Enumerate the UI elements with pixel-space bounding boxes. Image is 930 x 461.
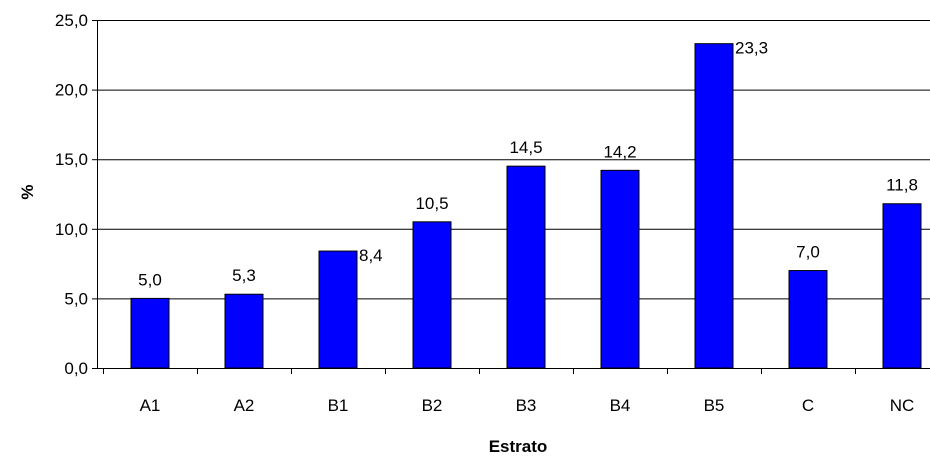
labels: 0,0 5,0 10,0 15,0 20,0 25,0 A1 5,0 A2 5,3 B1 8,4 B2 1… (55, 11, 918, 415)
x-tick-label: A1 (140, 396, 161, 415)
y-tick-label: 10,0 (55, 220, 88, 239)
x-axis-title: Estrato (489, 437, 548, 456)
data-label: 5,0 (138, 270, 162, 289)
data-label: 10,5 (415, 194, 448, 213)
x-tick-label: C (802, 396, 814, 415)
x-tick-label: B2 (422, 396, 443, 415)
bar-c (788, 270, 828, 369)
bar-b1 (318, 250, 358, 369)
bars (130, 43, 922, 369)
data-label: 8,4 (359, 246, 383, 265)
bar-a1 (130, 297, 170, 369)
bar-b2 (412, 221, 452, 369)
data-label: 5,3 (232, 266, 256, 285)
axes (92, 20, 930, 374)
y-axis-title: % (18, 184, 37, 199)
data-label: 14,5 (509, 138, 542, 157)
bar-b5 (694, 43, 734, 369)
y-tick-label: 15,0 (55, 150, 88, 169)
y-tick-label: 0,0 (64, 359, 88, 378)
x-tick-label: B3 (516, 396, 537, 415)
x-tick-label: NC (890, 396, 915, 415)
bar-b4 (600, 169, 640, 369)
x-tick-label: A2 (234, 396, 255, 415)
bar-a2 (224, 293, 264, 369)
x-tick-label: B5 (704, 396, 725, 415)
y-tick-label: 25,0 (55, 11, 88, 30)
x-tick-label: B4 (610, 396, 631, 415)
data-label: 14,2 (603, 142, 636, 161)
bar-nc (882, 203, 922, 369)
y-tick-label: 5,0 (64, 289, 88, 308)
bar-b3 (506, 165, 546, 369)
data-label: 11,8 (886, 176, 918, 195)
x-tick-label: B1 (328, 396, 349, 415)
y-tick-label: 20,0 (55, 81, 88, 100)
data-label: 23,3 (735, 39, 768, 58)
data-label: 7,0 (796, 243, 820, 262)
